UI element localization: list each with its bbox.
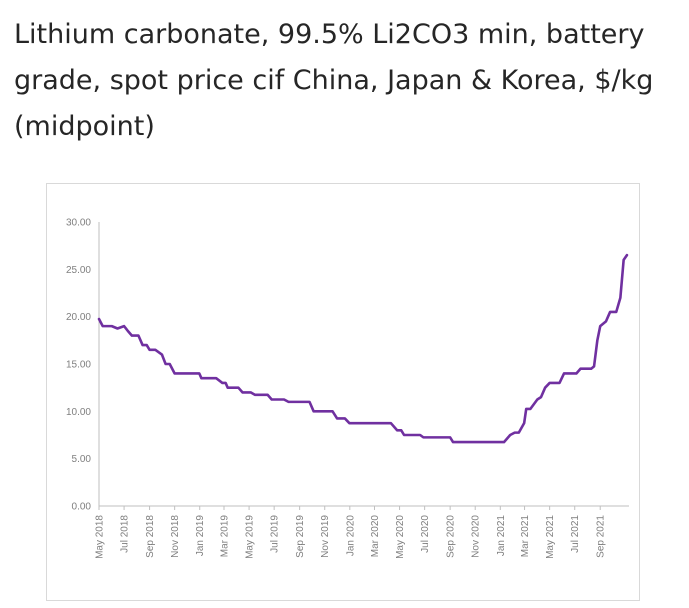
x-tick-label: Nov 2020 (471, 515, 482, 558)
x-tick-label: Jul 2020 (420, 515, 431, 553)
price-line-series (97, 253, 629, 444)
y-axis: 0.00 5.00 10.00 15.00 20.00 25.00 30.00 (66, 218, 100, 513)
x-tick-label: Sep 2019 (295, 515, 306, 558)
x-tick-label: Nov 2018 (170, 515, 181, 558)
x-tick-label: Mar 2020 (370, 515, 381, 558)
x-tick-label: Mar 2019 (219, 515, 230, 558)
series-group (97, 253, 629, 444)
x-tick-label: Nov 2019 (320, 515, 331, 558)
chart-frame: 0.00 5.00 10.00 15.00 20.00 25.00 30.00 May 20… (46, 183, 640, 601)
y-tick-label: 0.00 (72, 502, 92, 513)
x-tick-label: Jul 2019 (270, 515, 281, 553)
y-tick-label: 20.00 (66, 312, 91, 323)
y-tick-label: 10.00 (66, 407, 91, 418)
y-tick-label: 25.00 (66, 265, 91, 276)
x-tick-label: Jul 2018 (120, 515, 131, 553)
y-tick-label: 15.00 (66, 360, 91, 371)
x-axis: May 2018 Jul 2018 Sep 2018 Nov 2018 Jan 2019… (95, 505, 629, 559)
x-tick-label: Sep 2018 (145, 515, 156, 558)
y-tick-label: 30.00 (66, 218, 91, 229)
x-tick-label: Jan 2019 (195, 515, 206, 557)
x-tick-label: May 2020 (395, 515, 406, 559)
x-tick-label: May 2018 (95, 515, 106, 559)
line-chart: 0.00 5.00 10.00 15.00 20.00 25.00 30.00 May 20… (66, 218, 629, 559)
x-tick-label: May 2019 (245, 515, 256, 559)
x-tick-label: Mar 2021 (520, 515, 531, 558)
x-tick-label: May 2021 (545, 515, 556, 559)
y-tick-label: 5.00 (72, 454, 92, 465)
x-tick-label: Jan 2021 (496, 515, 507, 557)
x-tick-label: Jan 2020 (345, 515, 356, 557)
x-tick-label: Jul 2021 (570, 515, 581, 553)
x-tick-label: Sep 2021 (596, 515, 607, 558)
x-tick-label: Sep 2020 (446, 515, 457, 558)
chart-title: Lithium carbonate, 99.5% Li2CO3 min, bat… (14, 19, 654, 142)
